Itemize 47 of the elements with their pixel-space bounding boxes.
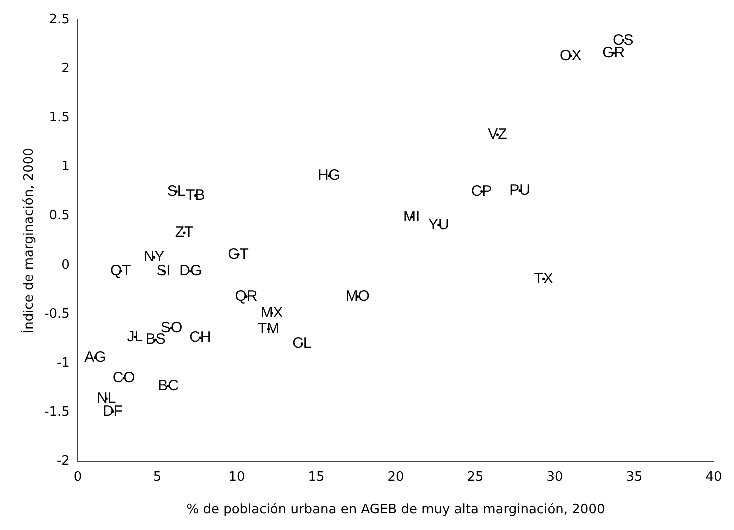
data-label: MO: [346, 288, 370, 305]
x-tick-label: 25: [467, 470, 484, 485]
data-label: QT: [110, 262, 132, 280]
y-tick-label: 0.5: [49, 208, 70, 224]
data-label: TM: [258, 320, 280, 338]
data-label: OX: [560, 47, 582, 64]
y-tick-label: -0.5: [44, 306, 70, 322]
data-label: HG: [318, 167, 340, 184]
data-label: AG: [84, 348, 106, 366]
data-label: TX: [534, 270, 554, 288]
y-axis-title: Índice de marginación, 2000: [20, 148, 38, 334]
data-label: TB: [186, 186, 206, 204]
data-label: GR: [602, 44, 626, 62]
x-tick-label: 35: [626, 470, 643, 485]
data-label: VZ: [488, 126, 508, 144]
data-label: SL: [167, 182, 186, 200]
y-tick-label: -2: [56, 454, 70, 470]
x-tick-label: 0: [74, 470, 82, 485]
y-tick-label: 2.5: [49, 12, 70, 28]
data-label: GT: [228, 246, 249, 263]
data-label: BC: [158, 377, 180, 394]
x-tick-label: 15: [308, 470, 325, 485]
data-label: ZT: [175, 224, 194, 242]
y-tick-label: -1.5: [44, 405, 70, 420]
data-label: CL: [292, 335, 312, 352]
data-label: MX: [260, 304, 284, 322]
x-tick-label: 20: [388, 470, 404, 485]
data-label: CP: [471, 182, 492, 200]
data-label: CO: [112, 369, 136, 386]
y-tick-label: 0: [62, 258, 70, 273]
data-label: MI: [404, 208, 420, 226]
x-tick-label: 5: [153, 470, 162, 485]
data-label: DG: [180, 262, 202, 280]
x-tick-label: 10: [228, 470, 246, 485]
data-label: PU: [510, 182, 530, 199]
y-tick-label: 1.5: [49, 110, 70, 126]
data-label: JL: [127, 328, 144, 346]
y-tick-label: 2: [62, 61, 70, 76]
y-tick-label: 1: [62, 160, 70, 175]
data-label: CH: [190, 329, 212, 346]
data-label: DF: [102, 402, 123, 420]
x-tick-label: 30: [546, 470, 564, 485]
data-label: QR: [235, 288, 258, 305]
data-label: YU: [428, 216, 450, 234]
x-tick-label: 40: [706, 470, 722, 485]
y-tick-label: -1: [56, 356, 70, 371]
x-axis-title: % de población urbana en AGEB de muy alta marginación, 2000: [186, 502, 606, 518]
